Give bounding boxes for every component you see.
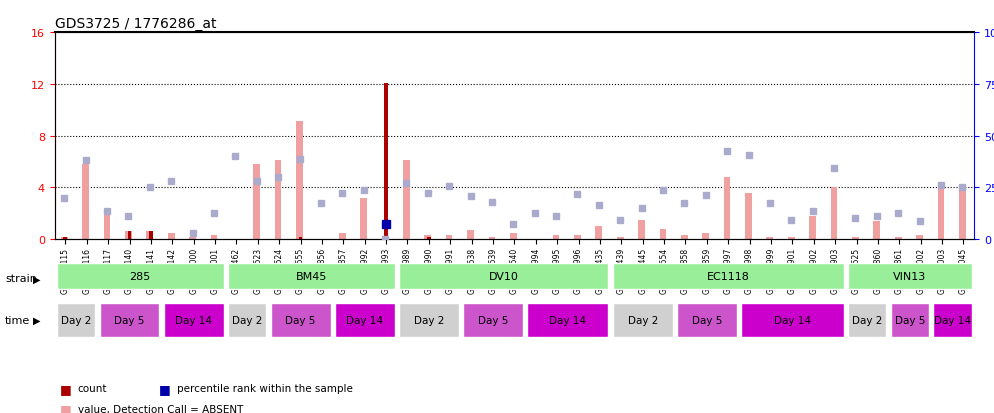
Bar <box>553 236 560 240</box>
Text: ■: ■ <box>60 402 72 413</box>
FancyBboxPatch shape <box>228 303 266 337</box>
Bar <box>296 122 303 240</box>
FancyBboxPatch shape <box>612 263 844 290</box>
Text: Day 2: Day 2 <box>61 315 91 325</box>
Text: ■: ■ <box>60 382 72 395</box>
Bar <box>127 232 131 240</box>
Text: Day 14: Day 14 <box>774 315 811 325</box>
Text: Day 2: Day 2 <box>627 315 658 325</box>
Bar <box>959 188 966 240</box>
FancyBboxPatch shape <box>891 303 929 337</box>
Bar <box>895 237 902 240</box>
Bar <box>211 236 218 240</box>
Text: GDS3725 / 1776286_at: GDS3725 / 1776286_at <box>55 17 216 31</box>
Bar <box>253 165 260 240</box>
FancyBboxPatch shape <box>677 303 737 337</box>
Text: Day 5: Day 5 <box>478 315 508 325</box>
Text: count: count <box>78 383 107 393</box>
FancyBboxPatch shape <box>848 303 887 337</box>
FancyBboxPatch shape <box>335 303 395 337</box>
Text: Day 14: Day 14 <box>550 315 586 325</box>
Bar <box>189 237 196 240</box>
Bar <box>146 232 153 240</box>
FancyBboxPatch shape <box>848 263 972 290</box>
Bar <box>809 216 816 240</box>
Bar <box>831 188 837 240</box>
Bar <box>360 198 367 240</box>
Text: Day 14: Day 14 <box>175 315 212 325</box>
Bar <box>445 236 452 240</box>
Text: Day 2: Day 2 <box>852 315 883 325</box>
Bar <box>299 237 302 240</box>
Text: Day 2: Day 2 <box>232 315 262 325</box>
Text: Day 14: Day 14 <box>934 315 971 325</box>
Bar <box>510 233 517 240</box>
Text: 285: 285 <box>129 272 151 282</box>
Bar <box>703 233 709 240</box>
Bar <box>638 220 645 240</box>
Text: Day 5: Day 5 <box>285 315 316 325</box>
Bar <box>660 229 666 240</box>
Text: Day 5: Day 5 <box>895 315 925 325</box>
Bar <box>424 236 431 240</box>
FancyBboxPatch shape <box>612 303 673 337</box>
FancyBboxPatch shape <box>270 303 330 337</box>
Text: VIN13: VIN13 <box>894 272 926 282</box>
Bar <box>681 236 688 240</box>
Bar <box>168 233 175 240</box>
Bar <box>427 237 430 240</box>
Bar <box>746 193 751 240</box>
Text: Day 5: Day 5 <box>692 315 722 325</box>
Bar <box>916 236 922 240</box>
Bar <box>467 230 474 240</box>
Text: EC1118: EC1118 <box>707 272 749 282</box>
Bar <box>766 237 773 240</box>
Bar <box>788 237 794 240</box>
Bar <box>274 161 281 240</box>
Bar <box>339 233 346 240</box>
Bar <box>575 236 580 240</box>
FancyBboxPatch shape <box>527 303 608 337</box>
Bar <box>103 214 110 240</box>
Bar <box>874 221 880 240</box>
Text: time: time <box>5 315 30 325</box>
Bar <box>937 187 944 240</box>
FancyBboxPatch shape <box>399 263 608 290</box>
Text: DV10: DV10 <box>489 272 519 282</box>
Bar <box>852 237 859 240</box>
Text: strain: strain <box>5 274 37 284</box>
Text: ▶: ▶ <box>33 274 41 284</box>
Bar <box>403 161 410 240</box>
Text: Day 5: Day 5 <box>114 315 145 325</box>
FancyBboxPatch shape <box>933 303 972 337</box>
Text: ▶: ▶ <box>33 315 41 325</box>
Bar <box>488 237 495 240</box>
FancyBboxPatch shape <box>463 303 523 337</box>
Bar <box>724 178 731 240</box>
Bar <box>64 237 68 240</box>
Bar <box>61 237 68 240</box>
Text: Day 2: Day 2 <box>414 315 444 325</box>
Text: percentile rank within the sample: percentile rank within the sample <box>177 383 353 393</box>
Bar <box>385 83 388 240</box>
FancyBboxPatch shape <box>57 303 95 337</box>
FancyBboxPatch shape <box>164 303 224 337</box>
Text: BM45: BM45 <box>295 272 327 282</box>
FancyBboxPatch shape <box>57 263 224 290</box>
Text: ■: ■ <box>159 382 171 395</box>
FancyBboxPatch shape <box>742 303 844 337</box>
Bar <box>83 165 89 240</box>
FancyBboxPatch shape <box>99 303 159 337</box>
Bar <box>595 227 602 240</box>
Bar <box>149 232 153 240</box>
Bar <box>617 237 623 240</box>
Bar <box>125 232 132 240</box>
Text: Day 14: Day 14 <box>346 315 384 325</box>
FancyBboxPatch shape <box>228 263 395 290</box>
Text: value, Detection Call = ABSENT: value, Detection Call = ABSENT <box>78 404 243 413</box>
FancyBboxPatch shape <box>399 303 459 337</box>
